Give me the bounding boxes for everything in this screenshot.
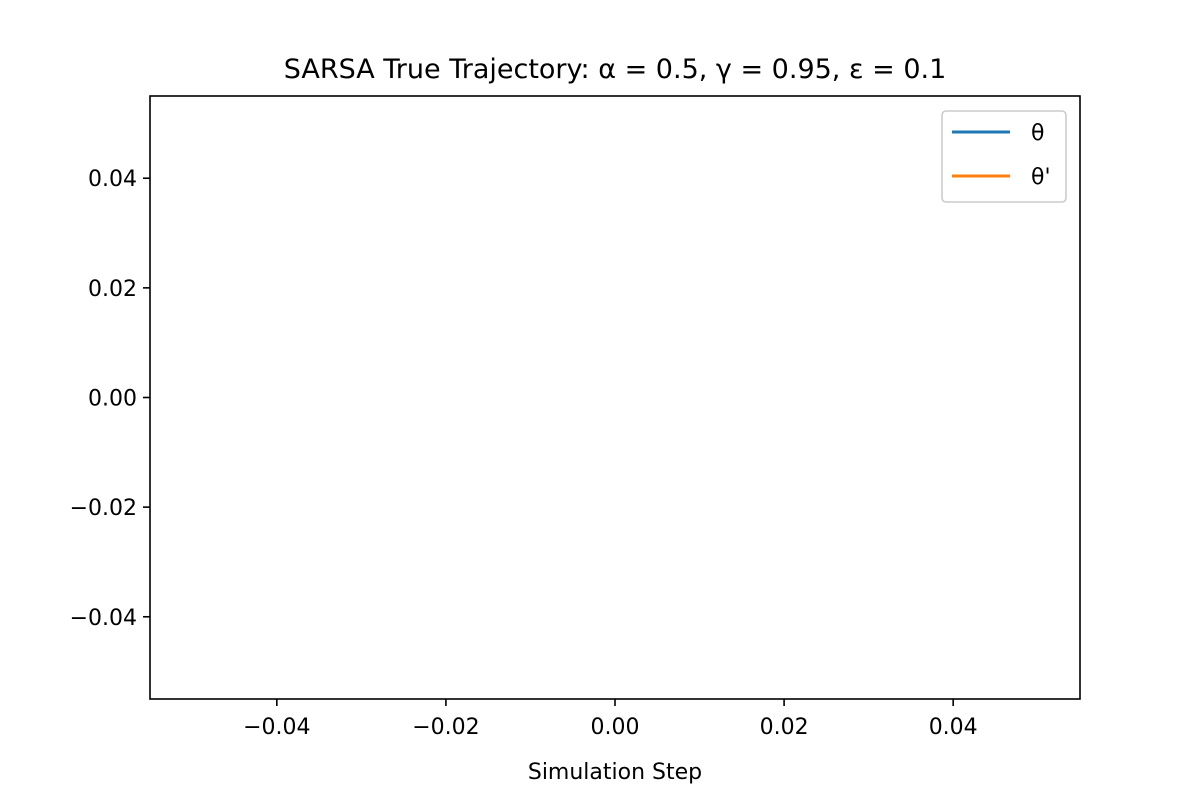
y-tick-label: 0.04 <box>88 167 137 192</box>
y-tick-label: −0.02 <box>70 496 137 521</box>
y-tick-label: 0.00 <box>88 387 137 412</box>
legend-label-theta: θ <box>1031 121 1044 146</box>
x-tick-label: 0.04 <box>929 715 978 740</box>
x-tick-label: 0.02 <box>760 715 809 740</box>
legend: θ θ' <box>941 110 1067 203</box>
y-tick-label: −0.04 <box>70 606 137 631</box>
legend-box <box>941 110 1067 203</box>
x-tick-label: −0.04 <box>243 715 310 740</box>
x-axis-ticks: −0.04 −0.02 0.00 0.02 0.04 <box>243 699 978 740</box>
y-axis-ticks: −0.04 −0.02 0.00 0.02 0.04 <box>70 167 150 631</box>
y-tick-label: 0.02 <box>88 277 137 302</box>
legend-label-theta-prime: θ' <box>1031 165 1051 190</box>
x-axis-label: Simulation Step <box>528 760 702 785</box>
plot-area <box>150 96 1080 699</box>
x-tick-label: −0.02 <box>412 715 479 740</box>
x-tick-label: 0.00 <box>591 715 640 740</box>
chart-title: SARSA True Trajectory: α = 0.5, γ = 0.95… <box>284 54 947 85</box>
